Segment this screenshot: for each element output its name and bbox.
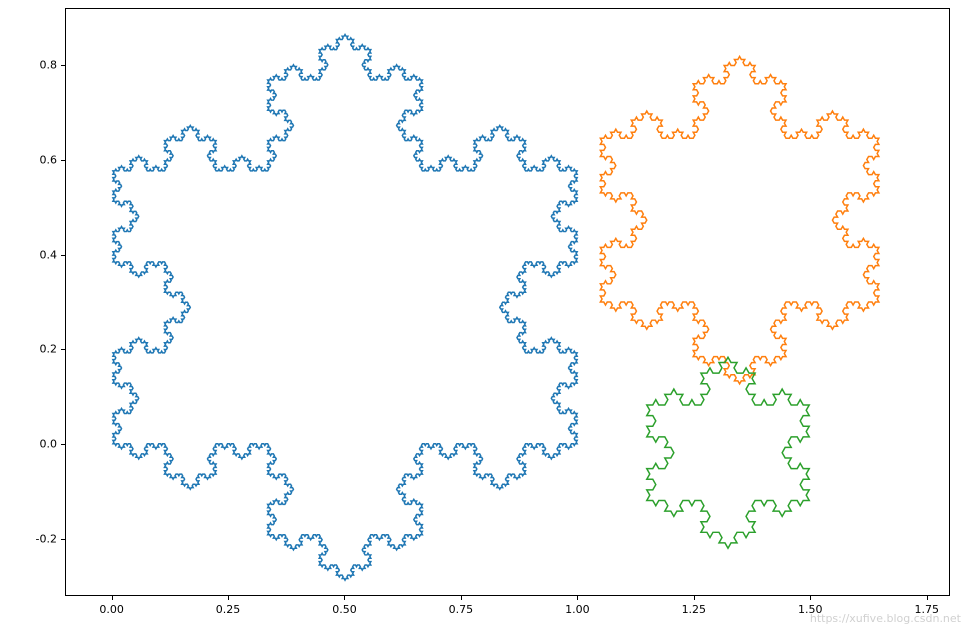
x-tick — [810, 596, 811, 600]
plot-area — [65, 8, 950, 596]
y-tick-label: 0.2 — [40, 343, 58, 356]
koch-green — [647, 357, 809, 548]
x-tick-label: 0.25 — [216, 603, 241, 616]
y-tick-label: 0.0 — [40, 438, 58, 451]
x-tick-label: 0.50 — [332, 603, 357, 616]
y-tick-label: 0.6 — [40, 153, 58, 166]
x-tick — [112, 596, 113, 600]
y-tick — [61, 65, 65, 66]
x-tick — [228, 596, 229, 600]
x-tick-label: 1.00 — [565, 603, 590, 616]
watermark-text: https://xufive.blog.csdn.net — [810, 612, 961, 625]
x-tick-label: 0.75 — [449, 603, 474, 616]
x-tick — [344, 596, 345, 600]
x-tick — [927, 596, 928, 600]
koch-orange — [600, 56, 879, 383]
x-tick — [461, 596, 462, 600]
y-tick — [61, 539, 65, 540]
y-tick-label: 0.8 — [40, 58, 58, 71]
y-tick — [61, 160, 65, 161]
x-tick-label: 1.25 — [682, 603, 707, 616]
x-tick-label: 0.00 — [99, 603, 124, 616]
koch-blue — [113, 35, 577, 581]
y-tick-label: 0.4 — [40, 248, 58, 261]
plot-svg — [66, 9, 949, 595]
x-tick — [694, 596, 695, 600]
y-tick — [61, 349, 65, 350]
x-tick — [577, 596, 578, 600]
y-tick-label: -0.2 — [36, 533, 57, 546]
y-tick — [61, 444, 65, 445]
y-tick — [61, 255, 65, 256]
